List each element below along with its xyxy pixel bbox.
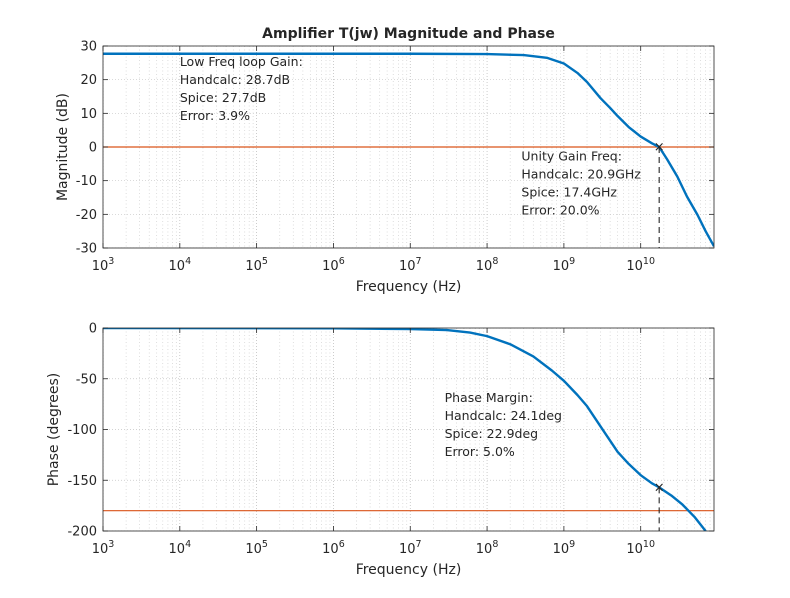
x-tick-exponent: 3: [108, 539, 114, 550]
x-tick-base: 10: [553, 542, 570, 557]
x-tick-base: 10: [626, 259, 643, 274]
annotation-line: Low Freq loop Gain:: [180, 54, 303, 69]
annotation-line: Unity Gain Freq:: [521, 148, 622, 163]
annotation-line: Phase Margin:: [445, 390, 533, 405]
x-tick-label: 103: [92, 539, 115, 557]
y-tick-label: 20: [80, 73, 97, 88]
x-tick-label: 107: [399, 256, 422, 274]
y-tick-label: -50: [76, 372, 97, 387]
x-tick-exponent: 6: [339, 256, 345, 267]
x-tick-exponent: 5: [262, 539, 268, 550]
x-tick-label: 103: [92, 256, 115, 274]
x-tick-label: 109: [553, 539, 576, 557]
x-tick-base: 10: [626, 542, 643, 557]
annotation-line: Handcalc: 28.7dB: [180, 72, 290, 87]
x-tick-label: 106: [322, 256, 345, 274]
x-tick-base: 10: [92, 542, 109, 557]
x-tick-label: 108: [476, 256, 499, 274]
x-tick-base: 10: [92, 259, 109, 274]
x-tick-exponent: 9: [569, 539, 575, 550]
x-tick-base: 10: [169, 542, 186, 557]
y-tick-label: 0: [89, 141, 97, 156]
x-tick-exponent: 6: [339, 539, 345, 550]
y-tick-label: 10: [80, 107, 97, 122]
annotation-line: Handcalc: 24.1deg: [445, 408, 562, 423]
x-tick-label: 104: [169, 256, 192, 274]
series-line: [103, 52, 714, 247]
series-line: [103, 328, 707, 531]
x-tick-exponent: 9: [569, 256, 575, 267]
data-marker: ×: [654, 140, 665, 155]
x-tick-exponent: 3: [108, 256, 114, 267]
x-tick-exponent: 7: [416, 539, 422, 550]
x-tick-exponent: 10: [643, 256, 655, 267]
x-tick-label: 109: [553, 256, 576, 274]
x-tick-base: 10: [476, 542, 493, 557]
y-tick-label: -30: [76, 242, 97, 257]
data-marker: ×: [654, 480, 665, 495]
x-tick-base: 10: [245, 542, 262, 557]
chart-title: Amplifier T(jw) Magnitude and Phase: [262, 26, 555, 42]
x-tick-base: 10: [476, 259, 493, 274]
x-tick-exponent: 7: [416, 256, 422, 267]
x-tick-exponent: 4: [185, 256, 191, 267]
y-tick-label: -10: [76, 174, 97, 189]
annotation-line: Spice: 22.9deg: [445, 426, 538, 441]
x-tick-label: 105: [245, 256, 268, 274]
x-tick-label: 107: [399, 539, 422, 557]
y-tick-label: -200: [67, 525, 97, 540]
y-tick-label: 0: [89, 322, 97, 337]
x-tick-exponent: 4: [185, 539, 191, 550]
x-tick-exponent: 5: [262, 256, 268, 267]
y-tick-label: -100: [67, 423, 97, 438]
x-tick-base: 10: [553, 259, 570, 274]
x-tick-label: 106: [322, 539, 345, 557]
x-tick-label: 108: [476, 539, 499, 557]
x-axis-label: Frequency (Hz): [356, 562, 462, 578]
x-tick-exponent: 8: [492, 256, 498, 267]
y-tick-label: -150: [67, 474, 97, 489]
plot-area: [103, 328, 714, 531]
x-tick-base: 10: [169, 259, 186, 274]
x-tick-base: 10: [399, 542, 416, 557]
x-axis-label: Frequency (Hz): [356, 279, 462, 295]
x-tick-exponent: 10: [643, 539, 655, 550]
x-tick-base: 10: [245, 259, 262, 274]
subplot-magnitude: × Low Freq loop Gain: Handcalc: 28.7dB Spic…: [55, 26, 715, 295]
annotation-line: Error: 3.9%: [180, 108, 250, 123]
x-tick-label: 105: [245, 539, 268, 557]
annotation-line: Error: 20.0%: [521, 202, 599, 217]
x-tick-base: 10: [322, 542, 339, 557]
y-axis-label: Phase (degrees): [46, 373, 62, 487]
x-tick-base: 10: [399, 259, 416, 274]
x-tick-label: 104: [169, 539, 192, 557]
annotation-line: Error: 5.0%: [445, 444, 515, 459]
y-axis-label: Magnitude (dB): [55, 93, 71, 201]
annotation-line: Spice: 17.4GHz: [521, 184, 617, 199]
x-tick-base: 10: [322, 259, 339, 274]
x-tick-label: 1010: [626, 539, 655, 557]
subplot-phase: × Phase Margin: Handcalc: 24.1deg Spice: 22…: [46, 322, 715, 578]
x-tick-exponent: 8: [492, 539, 498, 550]
annotation-line: Handcalc: 20.9GHz: [521, 166, 641, 181]
x-tick-label: 1010: [626, 256, 655, 274]
annotation-line: Spice: 27.7dB: [180, 90, 266, 105]
y-tick-label: 30: [80, 40, 97, 55]
grid: [103, 46, 714, 248]
y-tick-label: -20: [76, 208, 97, 223]
